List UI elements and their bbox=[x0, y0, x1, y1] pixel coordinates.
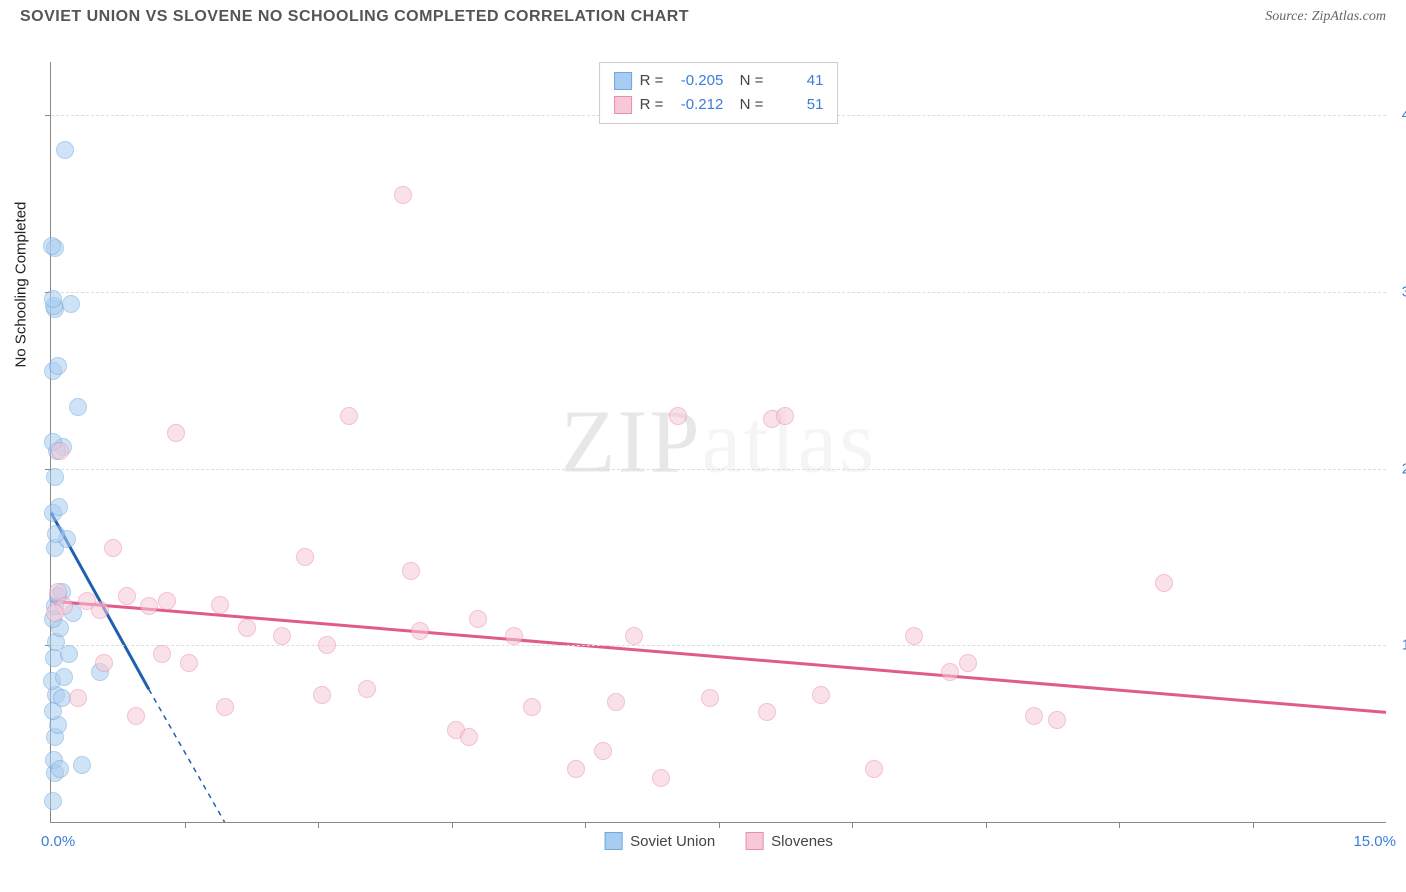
correlation-legend: R = -0.205 N = 41 R = -0.212 N = 51 bbox=[599, 62, 839, 124]
data-point bbox=[865, 760, 883, 778]
chart-source: Source: ZipAtlas.com bbox=[1265, 9, 1386, 25]
data-point bbox=[43, 237, 61, 255]
data-point bbox=[1155, 574, 1173, 592]
data-point bbox=[394, 186, 412, 204]
x-tick-mark bbox=[1253, 822, 1254, 828]
data-point bbox=[62, 295, 80, 313]
data-point bbox=[959, 654, 977, 672]
data-point bbox=[158, 592, 176, 610]
data-point bbox=[216, 698, 234, 716]
data-point bbox=[652, 769, 670, 787]
swatch-soviet-icon bbox=[604, 832, 622, 850]
data-point bbox=[402, 562, 420, 580]
data-point bbox=[46, 468, 64, 486]
data-point bbox=[69, 398, 87, 416]
y-tick-label: 4.0% bbox=[1402, 107, 1406, 124]
data-point bbox=[140, 597, 158, 615]
data-point bbox=[505, 627, 523, 645]
data-point bbox=[758, 703, 776, 721]
data-point bbox=[625, 627, 643, 645]
data-point bbox=[95, 654, 113, 672]
data-point bbox=[594, 742, 612, 760]
data-point bbox=[812, 686, 830, 704]
data-point bbox=[46, 604, 64, 622]
data-point bbox=[50, 498, 68, 516]
data-point bbox=[296, 548, 314, 566]
y-tick-label: 2.0% bbox=[1402, 460, 1406, 477]
x-tick-mark bbox=[1119, 822, 1120, 828]
series-legend: Soviet Union Slovenes bbox=[604, 832, 833, 850]
data-point bbox=[1048, 711, 1066, 729]
data-point bbox=[941, 663, 959, 681]
data-point bbox=[238, 619, 256, 637]
data-point bbox=[669, 407, 687, 425]
data-point bbox=[51, 760, 69, 778]
data-point bbox=[73, 756, 91, 774]
data-point bbox=[273, 627, 291, 645]
data-point bbox=[69, 689, 87, 707]
data-point bbox=[318, 636, 336, 654]
data-point bbox=[180, 654, 198, 672]
legend-row-soviet: R = -0.205 N = 41 bbox=[614, 69, 824, 93]
y-axis-title: No Schooling Completed bbox=[13, 202, 30, 368]
data-point bbox=[44, 792, 62, 810]
chart-header: SOVIET UNION VS SLOVENE NO SCHOOLING COM… bbox=[0, 0, 1406, 26]
data-point bbox=[567, 760, 585, 778]
swatch-slovene-icon bbox=[745, 832, 763, 850]
data-point bbox=[49, 357, 67, 375]
data-point bbox=[51, 442, 69, 460]
x-tick-mark bbox=[852, 822, 853, 828]
trend-lines bbox=[51, 62, 1386, 822]
data-point bbox=[358, 680, 376, 698]
trend-line-extrapolated bbox=[149, 689, 225, 822]
data-point bbox=[469, 610, 487, 628]
swatch-soviet bbox=[614, 72, 632, 90]
gridline-h bbox=[51, 469, 1386, 470]
data-point bbox=[167, 424, 185, 442]
data-point bbox=[47, 525, 65, 543]
x-tick-mark bbox=[318, 822, 319, 828]
data-point bbox=[118, 587, 136, 605]
x-tick-mark bbox=[585, 822, 586, 828]
x-axis-min-label: 0.0% bbox=[41, 833, 75, 850]
legend-row-slovene: R = -0.212 N = 51 bbox=[614, 93, 824, 117]
legend-item-soviet: Soviet Union bbox=[604, 832, 715, 850]
y-tick-label: 3.0% bbox=[1402, 283, 1406, 300]
data-point bbox=[211, 596, 229, 614]
data-point bbox=[104, 539, 122, 557]
y-tick-mark bbox=[45, 115, 51, 116]
data-point bbox=[91, 601, 109, 619]
data-point bbox=[1025, 707, 1043, 725]
data-point bbox=[340, 407, 358, 425]
x-axis-max-label: 15.0% bbox=[1353, 833, 1396, 850]
x-tick-mark bbox=[719, 822, 720, 828]
gridline-h bbox=[51, 292, 1386, 293]
x-tick-mark bbox=[452, 822, 453, 828]
data-point bbox=[460, 728, 478, 746]
data-point bbox=[523, 698, 541, 716]
y-tick-label: 1.0% bbox=[1402, 637, 1406, 654]
data-point bbox=[313, 686, 331, 704]
data-point bbox=[776, 407, 794, 425]
data-point bbox=[411, 622, 429, 640]
chart-title: SOVIET UNION VS SLOVENE NO SCHOOLING COM… bbox=[20, 8, 689, 26]
data-point bbox=[55, 668, 73, 686]
data-point bbox=[607, 693, 625, 711]
trend-line bbox=[51, 601, 1386, 712]
data-point bbox=[44, 290, 62, 308]
legend-item-slovene: Slovenes bbox=[745, 832, 833, 850]
scatter-chart: ZIPatlas No Schooling Completed R = -0.2… bbox=[50, 62, 1386, 823]
gridline-h bbox=[51, 645, 1386, 646]
data-point bbox=[153, 645, 171, 663]
data-point bbox=[56, 141, 74, 159]
data-point bbox=[905, 627, 923, 645]
data-point bbox=[701, 689, 719, 707]
data-point bbox=[127, 707, 145, 725]
x-tick-mark bbox=[185, 822, 186, 828]
x-tick-mark bbox=[986, 822, 987, 828]
swatch-slovene bbox=[614, 96, 632, 114]
